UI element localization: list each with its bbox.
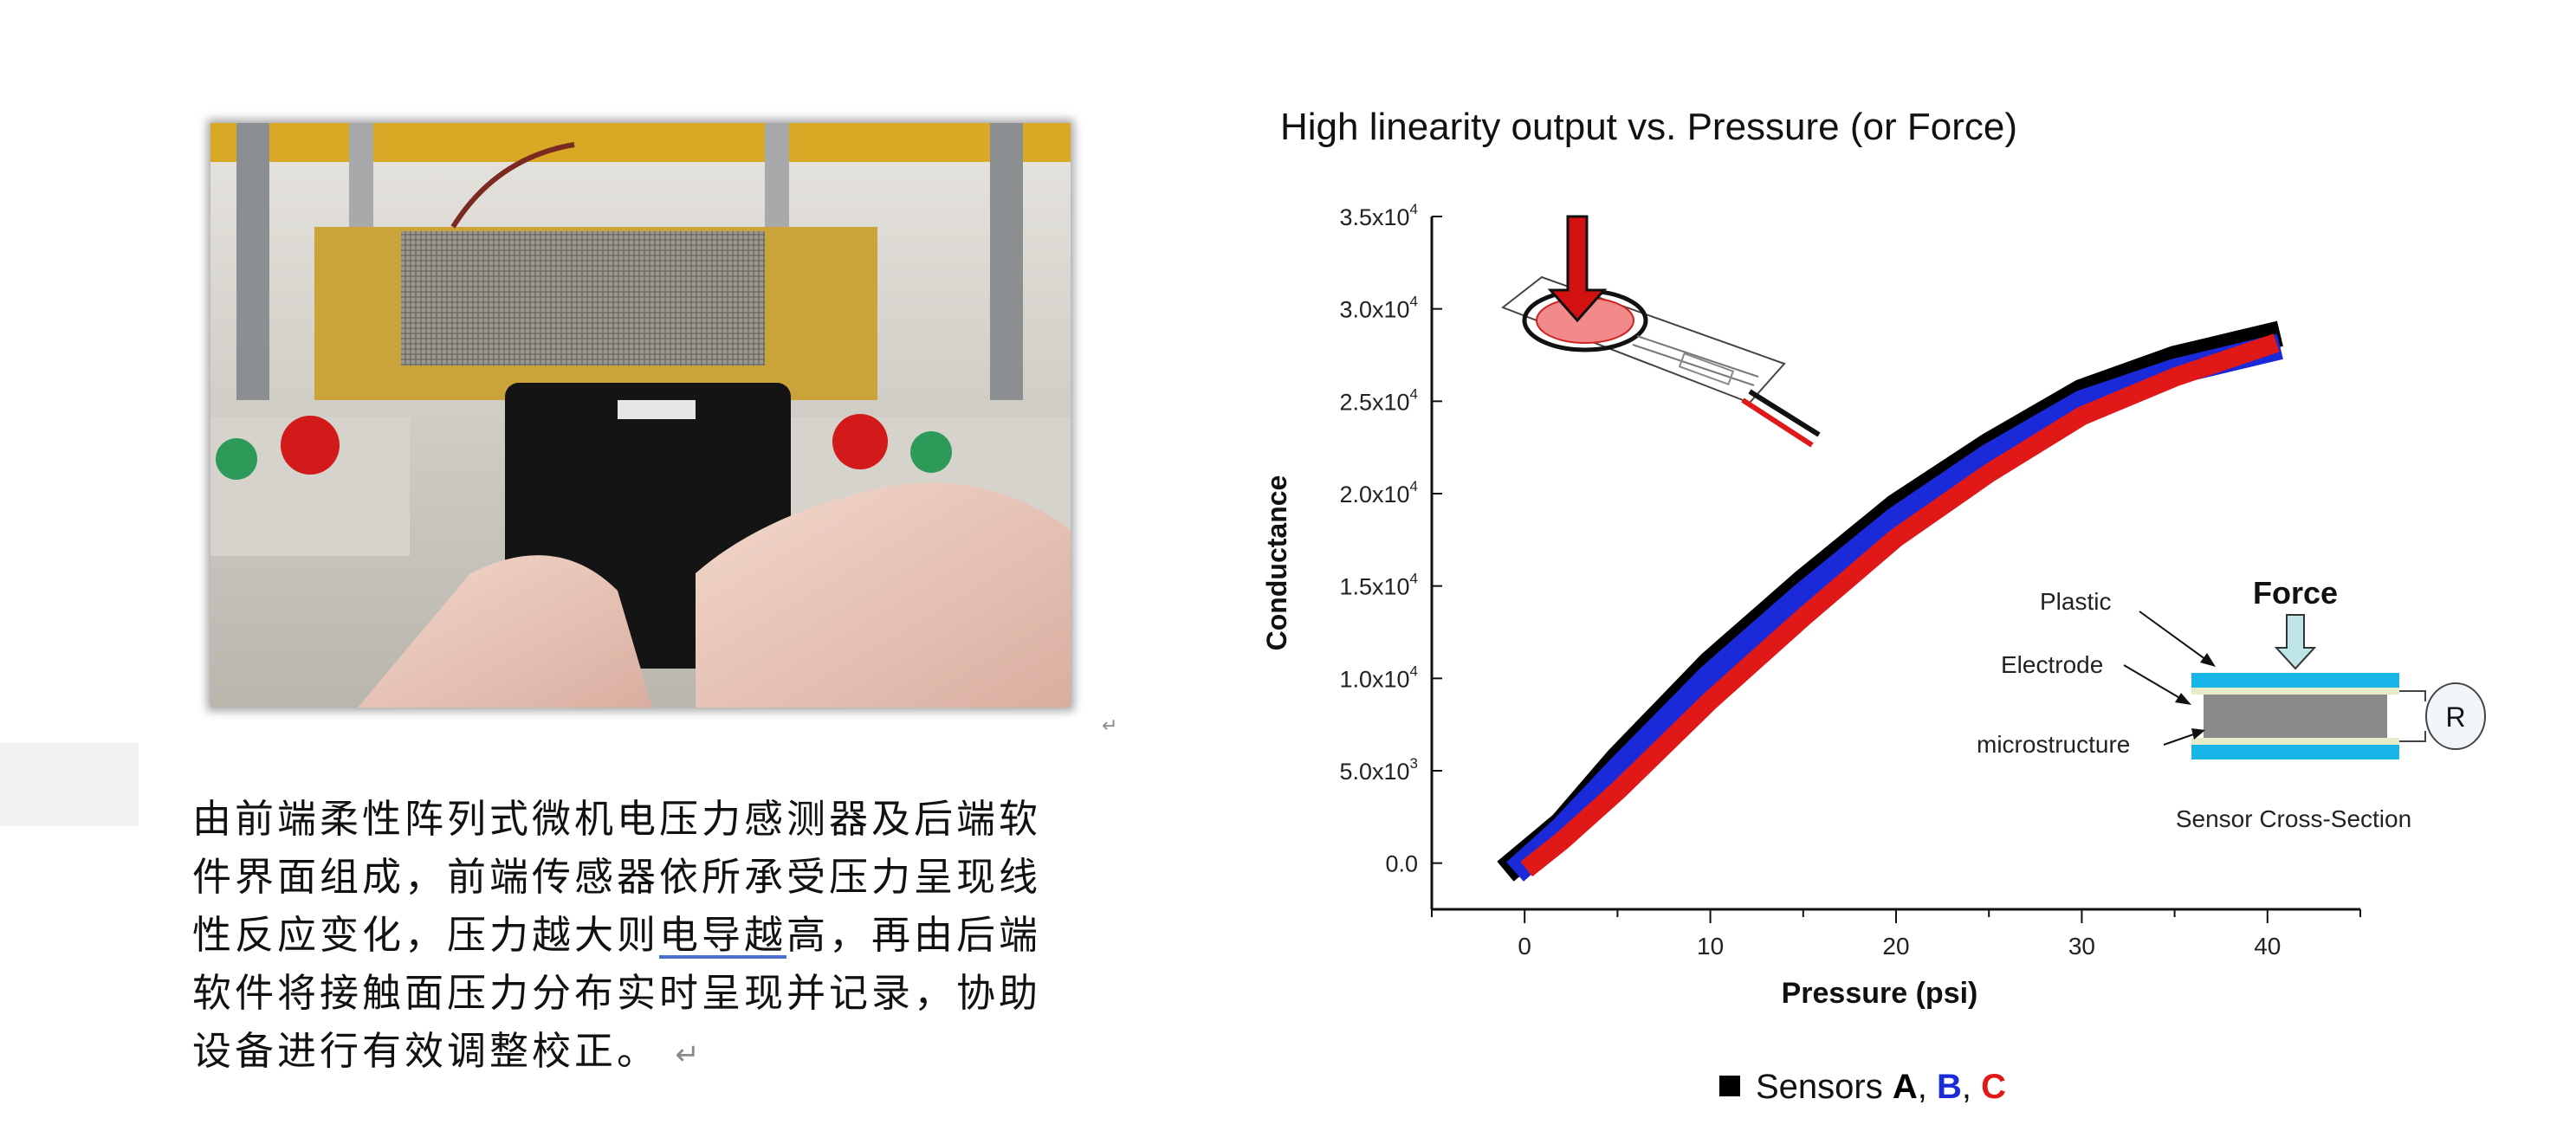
description-line-3-start: 性反应变化，压力越大则 [192,912,660,958]
legend-separator: , [1961,1068,1982,1106]
resistor-wires [2399,690,2426,742]
electrode-top-layer [2191,688,2399,695]
plastic-pointer-arrowhead [2200,653,2216,667]
description-paragraph: 由前端柔性阵列式微机电压力感测器及后端软 件界面组成，前端传感器依所承受压力呈现… [192,790,1084,1084]
y-tick-label: 1.0x104 [1339,662,1418,692]
legend-sensor-b: B [1936,1068,1962,1106]
x-tick-label: 20 [1882,933,1909,960]
electrode-label: Electrode [2001,651,2103,678]
chart-title: High linearity output vs. Pressure (or F… [1280,106,2017,148]
description-line-2: 件界面组成，前端传感器依所承受压力呈现线 [192,854,1042,900]
conductance-chart: 0.0 5.0x103 1.0x104 1.5x104 2.0x104 2.5x104 3.… [1261,201,2486,1010]
sensor-pad-logo [1678,352,1735,386]
y-tick-label: 0.0 [1385,851,1418,877]
x-axis-label: Pressure (psi) [1782,977,1978,1010]
force-arrow-icon [2274,614,2317,670]
description-line-3-end: 高，再由后端 [786,912,1042,958]
x-tick-label: 40 [2254,933,2281,960]
y-ticks: 0.0 5.0x103 1.0x104 1.5x104 2.0x104 2.5x104 3.… [1339,201,1442,877]
x-tick-label: 0 [1518,933,1531,960]
chart-legend: Sensors A, B, C [1719,1068,2006,1107]
y-tick-label: 3.5x104 [1339,201,1418,230]
electrode-pointer-arrowhead [2175,693,2191,705]
plastic-top-layer [2191,673,2399,688]
legend-sensor-c: C [1981,1068,2006,1106]
y-tick-label: 3.0x104 [1339,294,1418,323]
plastic-bottom-layer [2191,745,2399,759]
description-line-3: 性反应变化，压力越大则电导越高，再由后端 [192,906,1084,964]
paragraph-mark: ↵ [675,1037,703,1072]
side-tab [0,743,139,826]
microstructure-layer [2204,695,2387,738]
description-line-1: 由前端柔性阵列式微机电压力感测器及后端软 [192,796,1042,842]
plastic-pointer [2139,611,2210,662]
y-tick-label: 1.5x104 [1339,571,1418,600]
test-photo [210,123,1071,708]
description-line-5: 设备进行有效调整校正。 ↵ [192,1022,1084,1084]
cross-section-caption: Sensor Cross-Section [2176,805,2411,832]
test-rig-photo [210,123,1071,708]
x-tick-label: 30 [2068,933,2095,960]
series-c-points [1520,333,2280,877]
down-arrow-icon [1547,215,1608,323]
microstructure-pointer [2163,732,2199,746]
resistor-label: R [2445,701,2465,733]
microstructure-label: microstructure [1977,731,2130,758]
sensor-lead-black [1748,389,1821,437]
y-tick-label: 2.0x104 [1339,478,1418,507]
legend-prefix: Sensors [1756,1068,1893,1106]
y-tick-label: 2.5x104 [1339,385,1418,415]
x-ticks: 0 10 20 30 40 [1431,909,2361,960]
y-tick-label: 5.0x103 [1339,755,1418,785]
legend-sensor-a: A [1892,1068,1918,1106]
legend-marker [1719,1076,1740,1096]
paragraph-mark: ↵ [1102,715,1118,737]
force-label: Force [2253,575,2338,611]
sensor-pad-traces [1632,335,1759,386]
x-tick-label: 10 [1697,933,1724,960]
description-underlined-term: 电导越 [659,912,787,958]
electrode-pointer [2123,664,2184,701]
y-axis-label: Conductance [1261,475,1292,651]
electrode-bottom-layer [2191,738,2399,745]
plastic-label: Plastic [2040,588,2111,615]
data-layer [1497,320,2283,882]
description-line-4: 软件将接触面压力分布实时呈现并记录，协助 [192,970,1042,1016]
sensor-illustration [1500,215,1821,448]
microstructure-pointer-arrowhead [2191,728,2205,740]
cross-section-illustration: Force R Plastic Electrode microstructure… [1977,575,2486,832]
description-line-5-text: 设备进行有效调整校正。 [192,1028,660,1074]
resistor-symbol [2425,682,2486,750]
sensor-lead-red [1741,397,1814,448]
legend-separator: , [1917,1068,1937,1106]
